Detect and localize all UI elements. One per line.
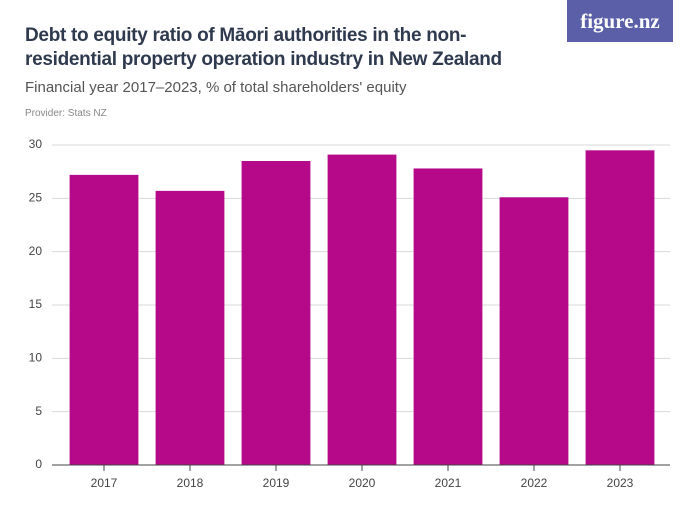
x-tick-label: 2020 — [349, 476, 376, 490]
bar — [155, 190, 225, 465]
x-tick-label: 2018 — [177, 476, 204, 490]
y-tick-label: 20 — [29, 244, 43, 258]
bar — [327, 154, 397, 465]
provider: Provider: Stats NZ — [25, 108, 107, 119]
chart-title: Debt to equity ratio of Māori authoritie… — [25, 25, 502, 70]
y-tick-label: 5 — [35, 404, 42, 418]
bar — [69, 174, 139, 465]
x-tick-label: 2023 — [607, 476, 634, 490]
bar — [413, 168, 483, 465]
x-tick-label: 2019 — [263, 476, 290, 490]
y-tick-label: 15 — [29, 297, 43, 311]
y-tick-label: 10 — [29, 351, 43, 365]
y-tick-label: 30 — [29, 137, 43, 151]
chart-subtitle: Financial year 2017–2023, % of total sha… — [25, 79, 407, 96]
y-tick-label: 0 — [35, 457, 42, 471]
y-tick-label: 25 — [29, 191, 43, 205]
x-tick-label: 2022 — [521, 476, 548, 490]
bar — [241, 161, 311, 465]
bar — [499, 197, 569, 465]
x-tick-label: 2021 — [435, 476, 462, 490]
logo: figure.nz — [567, 0, 673, 42]
bar — [585, 150, 655, 466]
x-tick-label: 2017 — [91, 476, 118, 490]
